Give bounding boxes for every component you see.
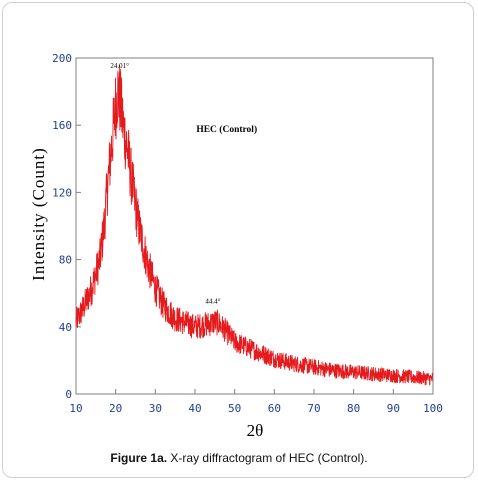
- y-axis-ticks: 0 40 80 120 160 200: [52, 52, 81, 401]
- x-tick-label: 40: [188, 402, 201, 415]
- x-tick-label: 90: [387, 402, 400, 415]
- x-tick-label: 100: [423, 402, 443, 415]
- x-tick-label: 80: [347, 402, 360, 415]
- plot-area-frame: [75, 57, 434, 395]
- y-tick-label: 120: [52, 186, 72, 199]
- figure-caption: Figure 1a. X-ray diffractogram of HEC (C…: [0, 451, 478, 465]
- sample-label: HEC (Control): [196, 124, 257, 135]
- y-tick-label: 160: [52, 119, 72, 132]
- peak-annotation: 24.01°: [110, 62, 129, 70]
- x-tick-label: 30: [149, 402, 162, 415]
- y-tick-label: 80: [59, 254, 72, 267]
- x-tick-label: 20: [109, 402, 122, 415]
- peak-annotation: 44.4°: [205, 297, 220, 305]
- y-tick-label: 40: [59, 321, 72, 334]
- figure-caption-text: X-ray diffractogram of HEC (Control).: [167, 451, 368, 465]
- series-layer: [75, 64, 434, 386]
- y-tick-label: 0: [65, 388, 72, 401]
- x-tick-label: 10: [69, 402, 82, 415]
- figure-frame: [2, 2, 474, 478]
- x-tick-label: 60: [268, 402, 281, 415]
- y-axis-title: Intensity (Count): [29, 147, 48, 281]
- annotation-layer: 24.01° 44.4° HEC (Control): [110, 62, 257, 305]
- x-axis-title: 2θ: [247, 421, 264, 440]
- figure-caption-label: Figure 1a.: [110, 451, 168, 465]
- x-tick-label: 50: [228, 402, 241, 415]
- y-tick-label: 200: [52, 52, 72, 65]
- series-line: [75, 64, 434, 386]
- x-tick-label: 70: [307, 402, 320, 415]
- x-axis-ticks: 10 20 30 40 50 60 70 80 90 100: [69, 389, 443, 415]
